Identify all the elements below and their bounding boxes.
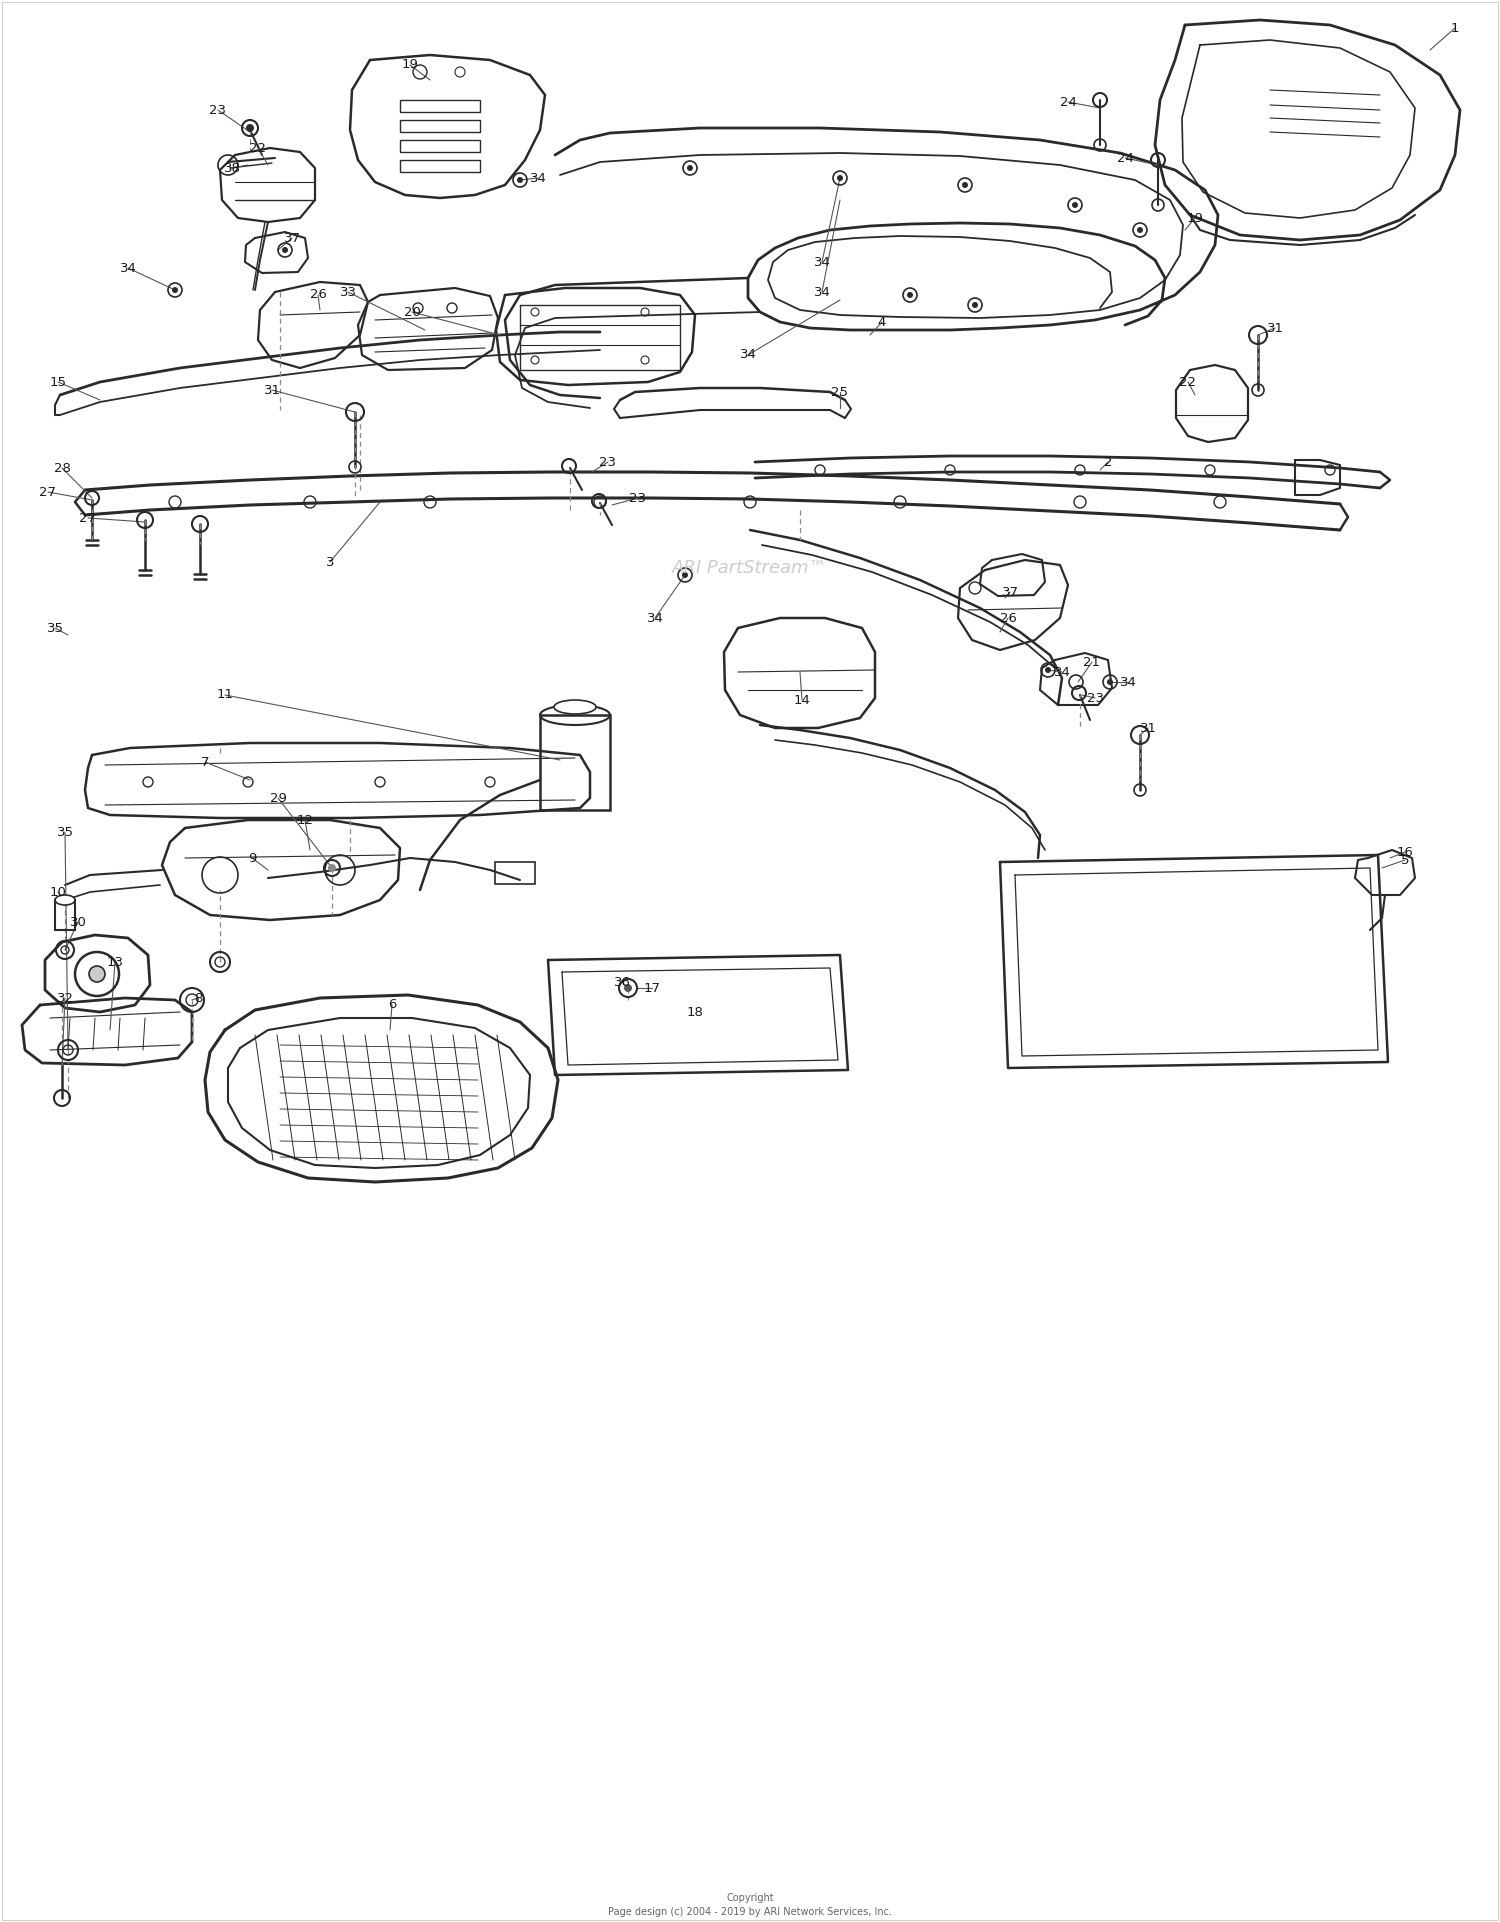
Text: 19: 19	[402, 58, 418, 71]
Text: ARI PartStream™: ARI PartStream™	[672, 559, 828, 577]
Bar	[540, 715, 610, 809]
Text: 24: 24	[1116, 152, 1134, 165]
Text: 31: 31	[1140, 721, 1156, 734]
Text: 9: 9	[248, 851, 256, 865]
Text: 22: 22	[249, 142, 267, 154]
Text: 20: 20	[404, 306, 420, 319]
Text: 12: 12	[297, 813, 314, 826]
Circle shape	[172, 286, 178, 292]
Circle shape	[908, 292, 914, 298]
Text: 28: 28	[54, 461, 70, 475]
Text: Page design (c) 2004 - 2019 by ARI Network Services, Inc.: Page design (c) 2004 - 2019 by ARI Netwo…	[608, 1907, 892, 1916]
Ellipse shape	[554, 700, 596, 713]
Text: 13: 13	[106, 955, 123, 969]
Text: 30: 30	[69, 915, 87, 928]
Circle shape	[972, 302, 978, 308]
Text: 11: 11	[216, 688, 234, 702]
Text: 10: 10	[50, 886, 66, 898]
Text: 34: 34	[740, 348, 756, 361]
Text: 36: 36	[614, 976, 630, 988]
Text: 2: 2	[1104, 456, 1112, 469]
Text: 18: 18	[687, 1005, 703, 1019]
Circle shape	[1072, 202, 1078, 208]
Circle shape	[282, 248, 288, 254]
Text: 3: 3	[326, 555, 334, 569]
Text: 5: 5	[1401, 853, 1410, 867]
Text: 32: 32	[57, 992, 74, 1005]
Text: 23: 23	[1086, 692, 1104, 705]
Text: 34: 34	[1053, 665, 1071, 678]
Text: 4: 4	[878, 315, 886, 329]
Text: 24: 24	[1059, 96, 1077, 108]
Bar	[400, 160, 480, 171]
Text: 35: 35	[46, 621, 63, 634]
Text: 23: 23	[630, 492, 646, 504]
Text: 25: 25	[831, 386, 849, 398]
Text: 21: 21	[1083, 655, 1101, 669]
Bar	[400, 100, 480, 111]
Circle shape	[682, 573, 688, 579]
Text: 34: 34	[813, 286, 831, 298]
Bar	[400, 140, 480, 152]
Text: 34: 34	[1119, 675, 1137, 688]
Circle shape	[962, 183, 968, 188]
Text: 29: 29	[270, 792, 286, 805]
Circle shape	[1137, 227, 1143, 233]
Bar	[56, 899, 75, 930]
Text: 16: 16	[1396, 846, 1413, 859]
Text: 31: 31	[1266, 321, 1284, 334]
Circle shape	[328, 865, 336, 873]
Text: 35: 35	[57, 826, 74, 838]
Text: 34: 34	[646, 611, 663, 625]
Text: 15: 15	[50, 375, 66, 388]
Text: 14: 14	[794, 694, 810, 707]
Circle shape	[246, 125, 254, 133]
Text: 23: 23	[210, 104, 226, 117]
Bar	[400, 119, 480, 133]
Circle shape	[624, 984, 632, 992]
Text: 31: 31	[264, 384, 280, 396]
Circle shape	[837, 175, 843, 181]
Text: 1: 1	[1450, 21, 1460, 35]
Text: 26: 26	[999, 611, 1017, 625]
Circle shape	[1046, 667, 1052, 673]
Text: 17: 17	[644, 982, 660, 994]
Text: 37: 37	[284, 231, 300, 244]
Circle shape	[518, 177, 524, 183]
Text: 38: 38	[224, 161, 240, 175]
Text: 6: 6	[388, 999, 396, 1011]
Circle shape	[687, 165, 693, 171]
Ellipse shape	[56, 896, 75, 905]
Circle shape	[1107, 678, 1113, 684]
Text: 7: 7	[201, 755, 208, 769]
Text: 33: 33	[339, 286, 357, 298]
Circle shape	[88, 967, 105, 982]
Text: 37: 37	[1002, 586, 1019, 598]
Text: 34: 34	[120, 261, 136, 275]
Bar	[495, 861, 536, 884]
Text: 19: 19	[1186, 211, 1203, 225]
Text: Copyright: Copyright	[726, 1893, 774, 1903]
Text: 27: 27	[80, 511, 96, 525]
Text: 34: 34	[530, 171, 546, 185]
Text: 23: 23	[600, 456, 616, 469]
Text: 8: 8	[194, 992, 202, 1005]
Text: 34: 34	[813, 256, 831, 269]
Text: 22: 22	[1179, 375, 1197, 388]
Text: 27: 27	[39, 486, 57, 498]
Text: 26: 26	[309, 288, 327, 302]
